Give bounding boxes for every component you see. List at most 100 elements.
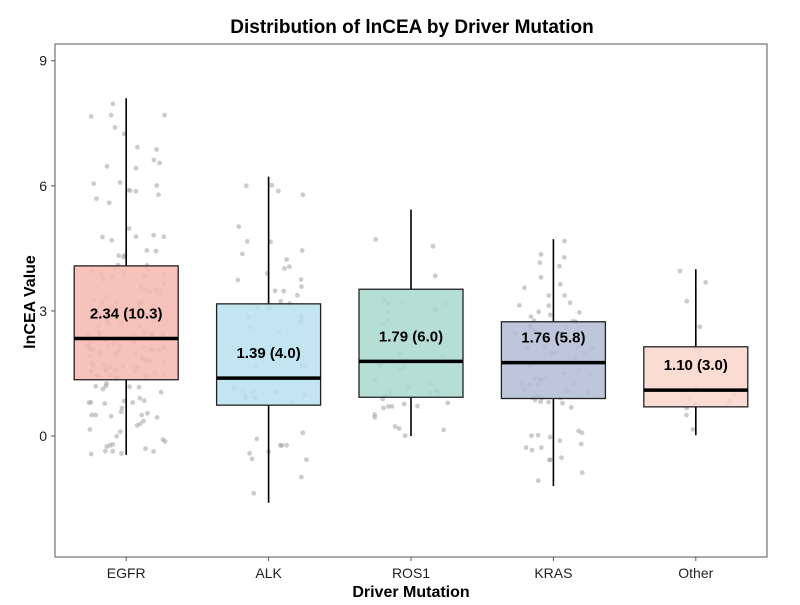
y-tick-label: 9	[39, 53, 47, 69]
box-other	[643, 346, 749, 408]
x-tick-label: EGFR	[107, 565, 146, 581]
data-point	[134, 423, 140, 428]
median-label: 1.76 (5.8)	[521, 330, 585, 347]
data-point	[154, 147, 159, 152]
data-point	[94, 196, 99, 202]
data-point	[557, 263, 562, 269]
data-point	[703, 280, 709, 285]
data-point	[396, 426, 402, 431]
data-point	[121, 398, 127, 404]
data-point	[100, 386, 106, 392]
data-point	[538, 274, 544, 280]
data-point	[535, 478, 541, 484]
data-point	[284, 257, 289, 262]
data-point	[104, 381, 109, 386]
data-point	[535, 432, 541, 438]
data-point	[562, 238, 567, 244]
data-point	[517, 302, 522, 308]
data-point	[546, 303, 552, 308]
data-point	[162, 112, 168, 118]
data-point	[389, 404, 395, 409]
data-point	[304, 457, 309, 463]
box-kras	[500, 321, 607, 400]
data-point	[432, 273, 438, 279]
data-point	[677, 268, 683, 274]
data-point	[298, 474, 304, 480]
data-point	[110, 101, 116, 107]
data-point	[151, 449, 156, 454]
data-point	[235, 277, 241, 283]
data-point	[430, 243, 436, 249]
median-label: 1.79 (6.0)	[379, 328, 443, 345]
data-point	[86, 400, 92, 405]
data-point	[568, 405, 574, 410]
data-point	[441, 427, 447, 433]
data-point	[114, 433, 120, 439]
data-point	[88, 451, 94, 457]
data-point	[299, 284, 304, 289]
data-point	[91, 181, 97, 187]
data-point	[88, 114, 94, 119]
data-point	[372, 414, 378, 420]
data-point	[104, 163, 110, 169]
box-ros1	[358, 288, 464, 398]
box-alk	[215, 303, 322, 406]
data-point	[151, 157, 157, 163]
x-tick-label: ALK	[255, 565, 282, 581]
x-tick-label: KRAS	[534, 565, 572, 581]
data-point	[130, 400, 136, 405]
data-point	[547, 434, 553, 440]
data-point	[254, 436, 260, 442]
data-point	[100, 234, 105, 240]
data-point	[121, 254, 126, 260]
box-egfr	[73, 265, 179, 381]
data-point	[251, 490, 257, 496]
data-point	[89, 412, 95, 418]
data-point	[546, 293, 552, 298]
data-point	[112, 125, 118, 130]
median-label: 1.10 (3.0)	[664, 357, 728, 374]
data-point	[249, 456, 255, 462]
data-point	[236, 224, 242, 230]
data-point	[697, 324, 703, 330]
y-tick-label: 6	[39, 178, 47, 194]
data-point	[102, 401, 108, 406]
data-point	[144, 248, 150, 253]
data-point	[93, 383, 99, 389]
data-point	[547, 457, 552, 463]
data-point	[158, 389, 164, 395]
data-point	[117, 429, 123, 435]
y-tick-label: 3	[39, 303, 47, 319]
data-point	[557, 438, 563, 444]
data-point	[281, 288, 287, 294]
data-point	[278, 298, 284, 304]
data-point	[143, 446, 148, 451]
data-point	[127, 384, 132, 390]
y-axis: 0 3 6 9	[39, 53, 55, 444]
data-point	[156, 192, 161, 198]
data-point	[135, 144, 140, 150]
data-point	[528, 314, 534, 319]
data-point	[108, 413, 114, 419]
data-point	[133, 234, 139, 240]
data-point	[151, 232, 157, 238]
data-point	[119, 405, 125, 411]
data-point	[557, 281, 563, 287]
data-point	[275, 188, 281, 194]
data-point	[106, 200, 112, 206]
data-point	[102, 448, 108, 454]
data-point	[104, 444, 110, 449]
x-axis-title: Driver Mutation	[352, 584, 469, 601]
median-label: 2.34 (10.3)	[90, 306, 163, 323]
data-point	[268, 239, 273, 245]
data-point	[684, 412, 689, 418]
data-point	[529, 433, 534, 439]
x-tick-label: ROS1	[392, 565, 430, 581]
data-point	[529, 447, 535, 453]
data-point	[133, 165, 139, 171]
data-point	[560, 400, 565, 406]
data-point	[536, 309, 542, 315]
data-point	[559, 455, 564, 461]
data-point	[282, 266, 287, 271]
boxes: 2.34 (10.3) 1.39 (4.0) 1.79 (6.0) 1.76 (5.8…	[73, 98, 749, 503]
